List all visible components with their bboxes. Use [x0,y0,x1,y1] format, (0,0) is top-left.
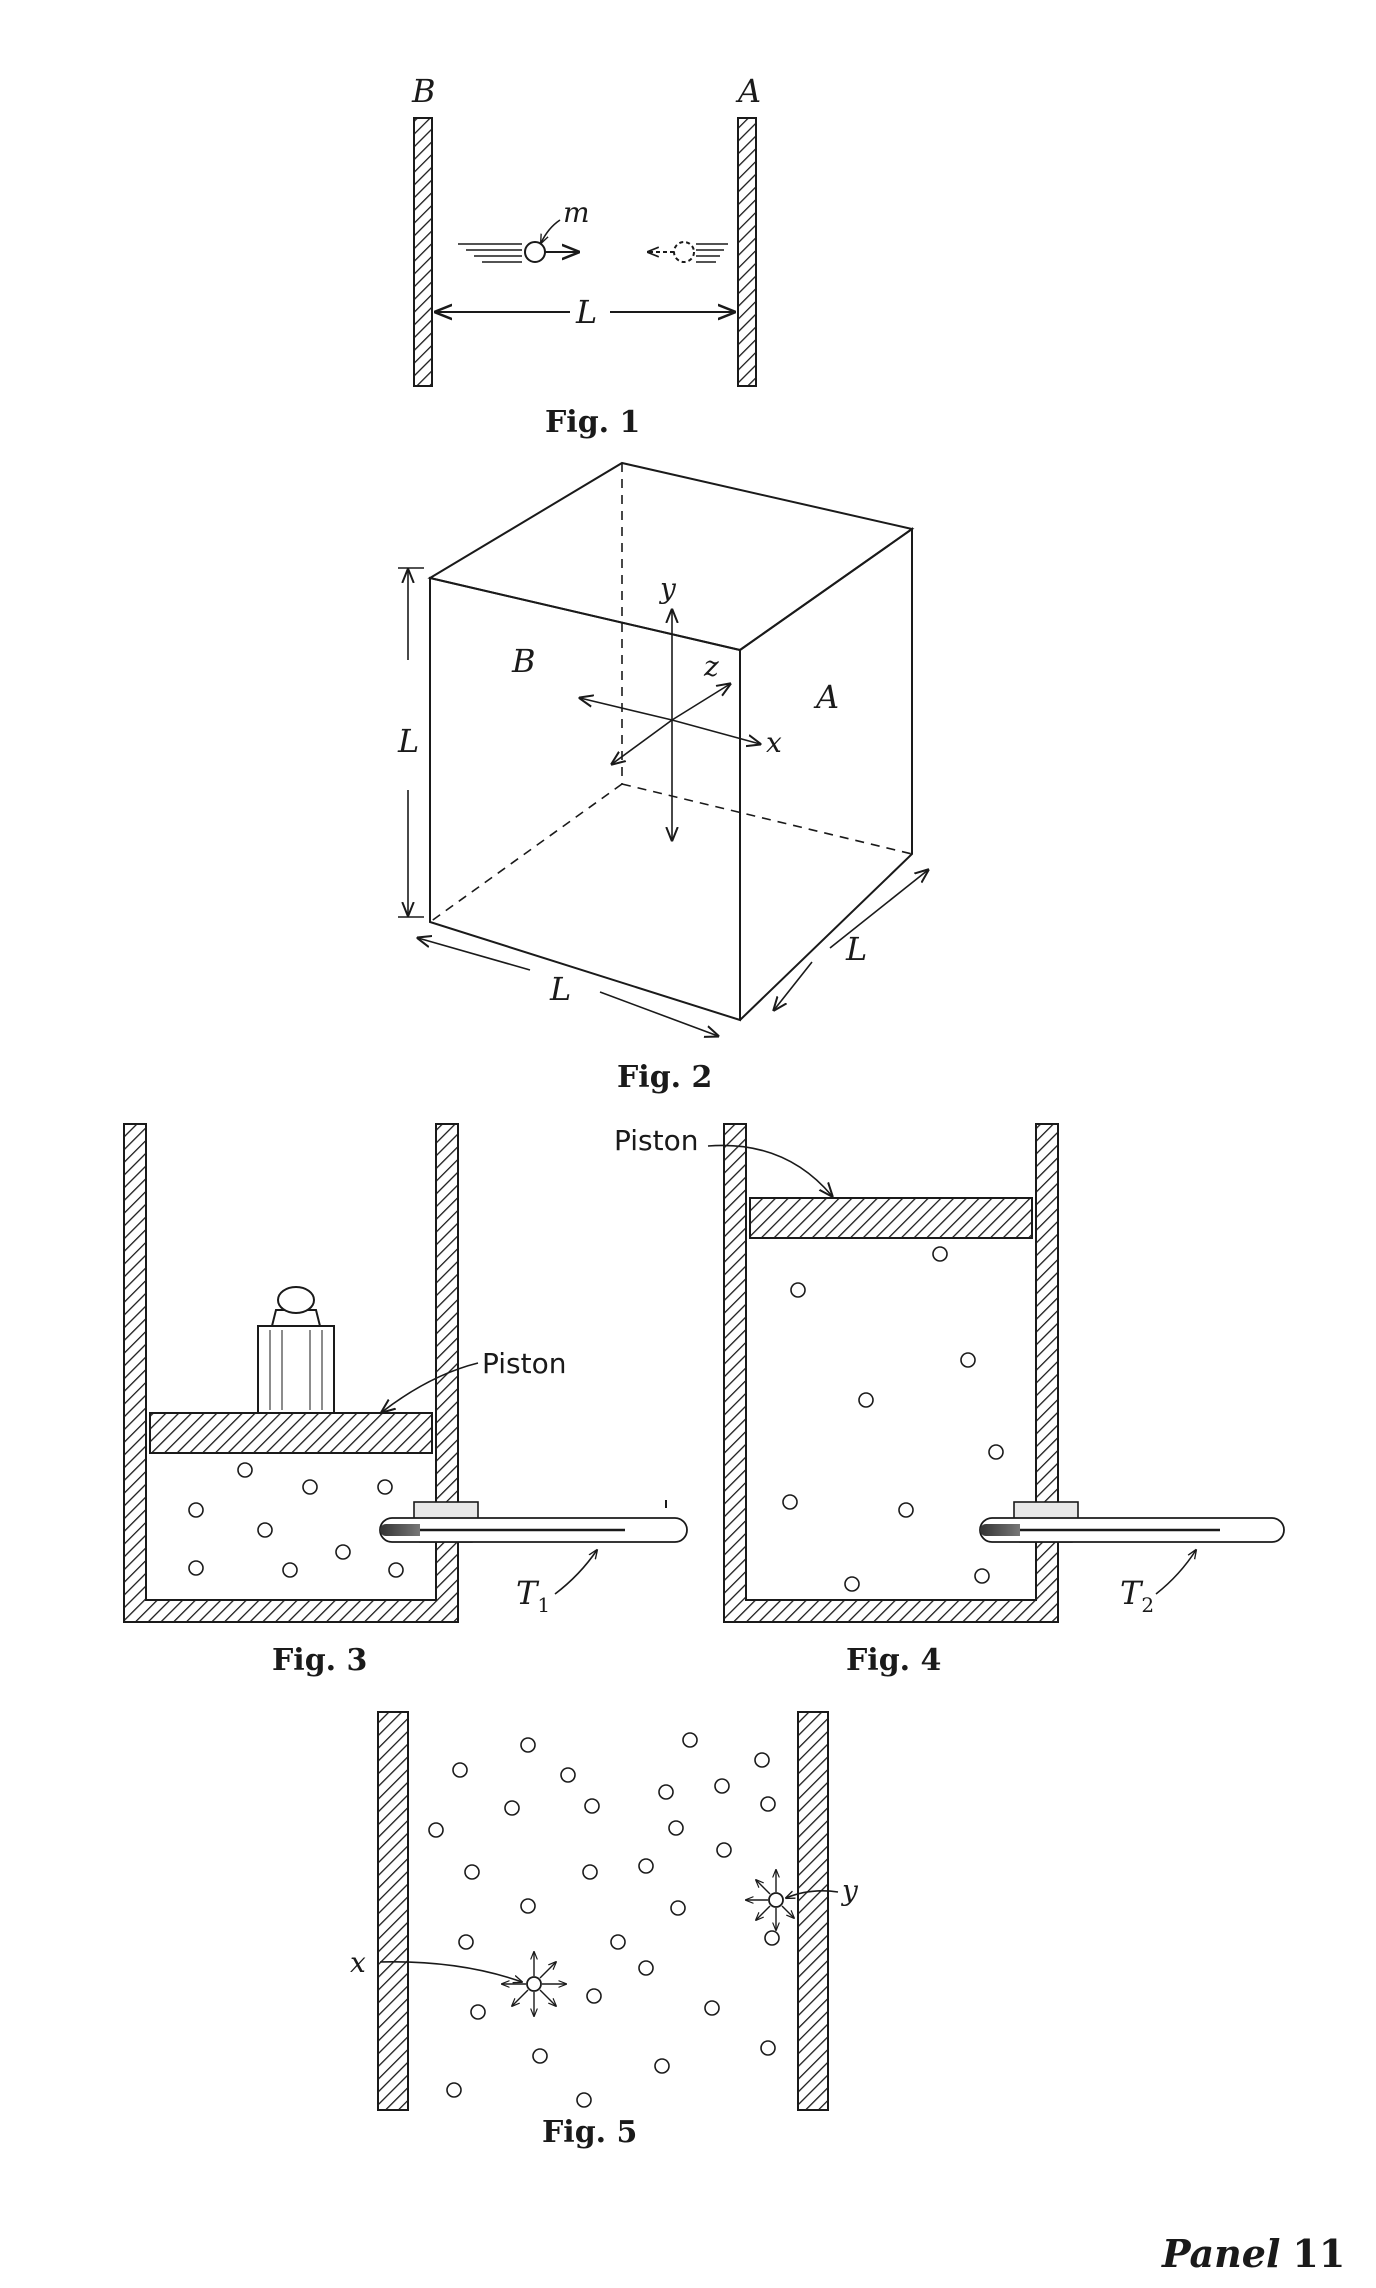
fig2-cube-front-face [429,576,741,1022]
fig2-cube-top [427,461,915,652]
fig5-caption: Fig. 5 [542,2115,637,2150]
fig3-thermometer-pointer [554,1550,597,1595]
fig5-pointer-y [786,1890,839,1898]
fig1-label-l: L [575,293,597,331]
fig5 [377,1711,839,2111]
fig1-molecule [524,241,546,263]
fig1-motion-lines-left [458,243,522,263]
fig5-label-y: y [840,1874,859,1907]
fig3-piston-label: Piston [482,1347,567,1380]
fig3-cylinder-wall [123,1123,459,1623]
fig2-dim-side-b [774,961,813,1010]
fig2-label-x: x [766,726,782,759]
fig4-thermometer-pointer [1155,1550,1196,1595]
fig2-label-b: B [511,642,536,680]
fig5-molecule-x [502,1952,566,2016]
fig2-dim-side [829,870,928,949]
fig3-weight [257,1286,335,1414]
fig2-label-l-height: L [397,722,419,760]
fig3-thermometer [379,1500,688,1543]
fig2-axis-z [671,684,730,721]
fig5-label-x: x [350,1946,366,1979]
fig1-motion-lines-right [696,243,728,263]
fig2-label-y: y [658,572,677,605]
fig2-dim-front [418,938,531,971]
fig2-axis-x-neg [580,698,673,721]
fig5-wall-left [377,1711,409,2111]
fig4-thermometer-subscript: 2 [1141,1593,1154,1617]
fig1-molecule-return [673,241,695,263]
fig1-caption: Fig. 1 [545,405,640,440]
fig3-caption: Fig. 3 [272,1643,367,1678]
fig4-molecules [782,1246,1004,1592]
fig4-piston [749,1197,1033,1239]
fig4-thermometer-label: T2 [1120,1574,1154,1617]
fig1-wall-b [413,117,433,387]
fig2-label-z: z [703,650,719,683]
fig2-label-l-side: L [845,930,867,968]
fig2-axis-z-neg [612,719,673,764]
fig3-molecules [188,1462,404,1578]
fig1 [413,117,757,387]
fig3-thermometer-subscript: 1 [537,1593,550,1617]
fig2-caption: Fig. 2 [617,1060,712,1095]
fig5-pointer-x [379,1961,522,1982]
fig2-cube-right-face [739,527,913,1021]
fig3 [123,1123,688,1623]
fig2 [398,461,928,1036]
fig5-molecules [428,1732,780,2108]
fig1-mass-pointer [541,219,561,243]
fig5-molecule-y [746,1870,794,1930]
fig2-label-a: A [813,678,839,716]
fig4 [707,1123,1285,1623]
fig4-piston-pointer [707,1144,832,1196]
fig4-caption: Fig. 4 [846,1643,941,1678]
fig4-thermometer [979,1501,1285,1543]
panel-number: 11 [1292,2231,1345,2276]
fig2-axis-x [671,719,760,744]
fig4-thermometer-symbol: T [1120,1574,1144,1612]
fig3-thermometer-symbol: T [516,1574,540,1612]
fig3-thermometer-label: T1 [516,1574,550,1617]
fig1-label-b: B [411,72,436,110]
fig1-label-m: m [563,196,590,229]
fig4-cylinder-wall [723,1123,1059,1623]
fig4-piston-label: Piston [614,1124,699,1157]
panel-word: Panel [1161,2231,1280,2276]
fig2-dim-front-b [599,991,718,1036]
fig5-wall-right [797,1711,829,2111]
fig3-piston-pointer [382,1362,479,1412]
fig1-wall-a [737,117,757,387]
panel-label: Panel 11 [1161,2231,1345,2276]
fig2-label-l-front: L [549,970,571,1008]
fig2-hidden-edges [429,463,913,923]
fig3-piston [149,1412,433,1454]
fig1-label-a: A [735,72,761,110]
